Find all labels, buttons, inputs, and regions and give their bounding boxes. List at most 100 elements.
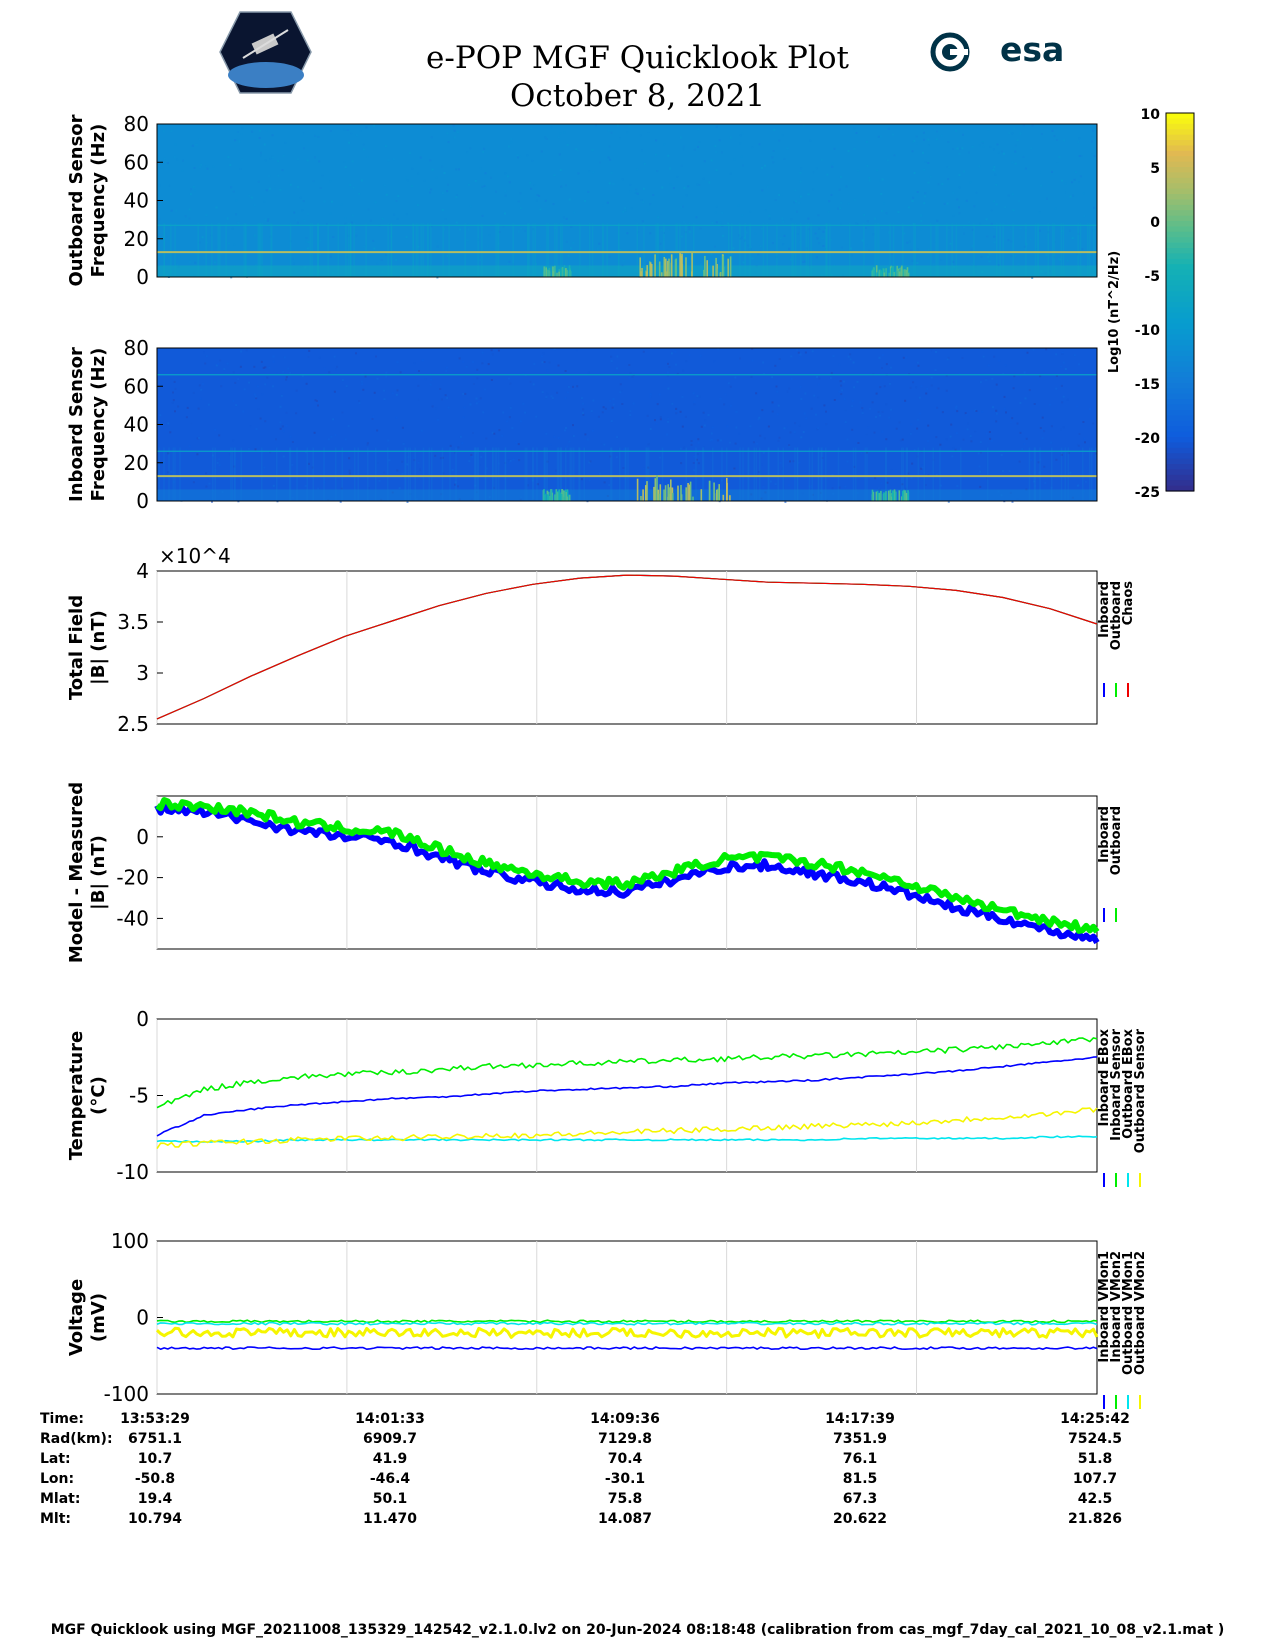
- outboard-spectrogram-noise-cell: [498, 242, 500, 245]
- inboard-spectrogram-noise-cell: [1023, 443, 1026, 445]
- outboard-spectrogram-noise-cell: [214, 261, 216, 264]
- outboard-spectrogram-noise-cell: [344, 166, 347, 169]
- outboard-spectrogram-noise-cell: [971, 228, 974, 231]
- inboard-spectrogram-burst-mark: [878, 492, 881, 501]
- inboard-spectrogram-noise-cell: [692, 462, 695, 464]
- outboard-spectrogram-noise-cell: [915, 135, 918, 138]
- outboard-spectrogram-noise-cell: [265, 189, 268, 192]
- inboard-spectrogram-stripe: [885, 447, 887, 501]
- colorbar-segment: [1166, 345, 1194, 352]
- outboard-spectrogram-noise-cell: [189, 260, 191, 263]
- inboard-spectrogram-stripe: [532, 447, 534, 501]
- inboard-spectrogram-background: [157, 348, 1097, 501]
- inboard-spectrogram-noise-cell: [461, 442, 464, 445]
- outboard-spectrogram-noise-cell: [343, 128, 346, 131]
- outboard-spectrogram-noise-cell: [831, 165, 834, 168]
- inboard-spectrogram-noise-cell: [304, 485, 307, 487]
- outboard-spectrogram-noise-cell: [729, 172, 732, 175]
- outboard-spectrogram-noise-cell: [174, 143, 177, 146]
- inboard-spectrogram-noise-cell: [531, 479, 534, 482]
- inboard-spectrogram-noise-cell: [173, 380, 176, 383]
- inboard-spectrogram-stripe: [824, 447, 827, 501]
- colorbar-segment: [1166, 237, 1194, 244]
- outboard-spectrogram-noise-cell: [170, 130, 173, 133]
- inboard-spectrogram-noise-cell: [581, 478, 583, 481]
- outboard-spectrogram-noise-cell: [796, 210, 798, 213]
- outboard-spectrogram-noise-cell: [807, 193, 810, 196]
- outboard-spectrogram-stripe: [791, 223, 793, 277]
- inboard-spectrogram-noise-cell: [439, 457, 442, 460]
- inboard-spectrogram-noise-cell: [679, 447, 682, 450]
- outboard-spectrogram-noise-cell: [993, 200, 996, 203]
- outboard-spectrogram-noise-cell: [619, 248, 622, 251]
- outboard-spectrogram-noise-cell: [640, 199, 643, 201]
- outboard-spectrogram-burst-mark: [888, 272, 890, 277]
- inboard-spectrogram-noise-cell: [445, 370, 448, 372]
- inboard-spectrogram-noise-cell: [508, 461, 511, 464]
- outboard-spectrogram-noise-cell: [554, 227, 557, 230]
- inboard-spectrogram-noise-cell: [239, 365, 242, 368]
- inboard-spectrogram-noise-cell: [995, 383, 998, 386]
- outboard-spectrogram-noise-cell: [226, 217, 229, 220]
- outboard-spectrogram-noise-cell: [941, 183, 944, 186]
- inboard-spectrogram-noise-cell: [396, 361, 399, 364]
- inboard-spectrogram-noise-cell: [1032, 478, 1035, 481]
- inboard-spectrogram-stripe: [618, 447, 621, 501]
- inboard-spectrogram-noise-cell: [1061, 351, 1064, 354]
- outboard-spectrogram-noise-cell: [234, 139, 236, 142]
- inboard-spectrogram-noise-cell: [851, 428, 854, 431]
- colorbar-segment: [1166, 280, 1194, 287]
- inboard-spectrogram-noise-cell: [847, 355, 850, 358]
- inboard-spectrogram-noise-cell: [610, 355, 613, 358]
- outboard-spectrogram-noise-cell: [828, 200, 831, 203]
- outboard-spectrogram-noise-cell: [830, 193, 833, 196]
- outboard-spectrogram-noise-cell: [232, 190, 235, 193]
- inboard-spectrogram-noise-cell: [696, 395, 699, 398]
- outboard-spectrogram-noise-cell: [879, 179, 882, 182]
- outboard-spectrogram-noise-cell: [781, 134, 784, 137]
- inboard-spectrogram-noise-cell: [348, 469, 351, 472]
- outboard-spectrogram-stripe: [430, 223, 432, 277]
- outboard-spectrogram-noise-cell: [833, 264, 836, 267]
- inboard-spectrogram-noise-cell: [584, 433, 587, 436]
- outboard-spectrogram-noise-cell: [205, 165, 208, 168]
- outboard-spectrogram-noise-cell: [1066, 259, 1069, 262]
- colorbar-segment: [1166, 253, 1194, 260]
- outboard-spectrogram-stripe: [579, 223, 581, 277]
- inboard-spectrogram-noise-cell: [642, 350, 645, 353]
- inboard-spectrogram-noise-cell: [735, 410, 738, 413]
- colorbar-segment: [1166, 231, 1194, 238]
- outboard-spectrogram-noise-cell: [886, 159, 889, 162]
- outboard-spectrogram-noise-cell: [1004, 206, 1007, 209]
- outboard-spectrogram-noise-cell: [682, 145, 685, 148]
- outboard-spectrogram-stripe: [878, 223, 880, 277]
- outboard-spectrogram-stripe: [826, 223, 828, 277]
- outboard-spectrogram-noise-cell: [1058, 156, 1061, 158]
- inboard-spectrogram-noise-cell: [1082, 421, 1085, 423]
- outboard-spectrogram-noise-cell: [282, 154, 285, 157]
- outboard-spectrogram-noise-cell: [459, 228, 462, 231]
- outboard-spectrogram-noise-cell: [789, 258, 792, 261]
- inboard-spectrogram-ytick-label: 60: [124, 374, 149, 398]
- inboard-spectrogram-noise-cell: [480, 456, 483, 458]
- inboard-spectrogram-noise-cell: [749, 425, 752, 428]
- cassiope-logo: [219, 11, 312, 94]
- outboard-spectrogram-noise-cell: [937, 183, 940, 186]
- outboard-spectrogram-burst-mark: [691, 251, 693, 277]
- outboard-spectrogram-noise-cell: [565, 217, 568, 220]
- inboard-spectrogram-noise-cell: [696, 453, 699, 456]
- inboard-spectrogram-stripe: [168, 447, 170, 501]
- inboard-spectrogram-noise-cell: [932, 458, 935, 461]
- inboard-spectrogram-noise-cell: [693, 455, 696, 458]
- inboard-spectrogram-stripe: [768, 447, 770, 501]
- outboard-spectrogram-noise-cell: [535, 199, 538, 202]
- inboard-spectrogram-noise-cell: [888, 416, 891, 419]
- inboard-spectrogram-noise-cell: [478, 463, 481, 466]
- inboard-spectrogram-noise-cell: [376, 429, 379, 432]
- inboard-spectrogram-noise-cell: [859, 401, 862, 404]
- inboard-spectrogram-noise-cell: [1084, 441, 1086, 444]
- outboard-spectrogram-noise-cell: [626, 232, 629, 235]
- esa-logo-text: esa: [1000, 30, 1065, 69]
- inboard-spectrogram-noise-cell: [830, 372, 833, 375]
